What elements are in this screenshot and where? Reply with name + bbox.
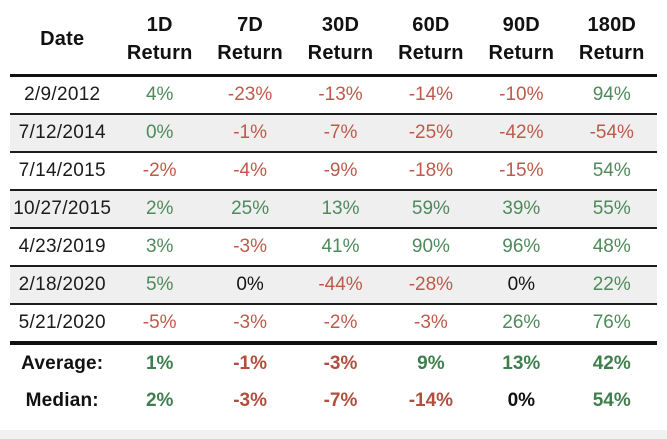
header-row: Date 1D Return 7D Return 30D	[10, 2, 657, 78]
table-row: 4/23/2019 3% -3% 41% 90% 96% 48%	[10, 228, 657, 266]
return-cell: -5%	[142, 312, 177, 334]
return-cell: 25%	[231, 198, 270, 220]
column-header-30d: 30D Return	[295, 2, 386, 78]
return-cell: -2%	[142, 160, 177, 182]
return-cell: 0%	[145, 122, 174, 144]
column-label: Return	[578, 41, 645, 64]
returns-table: Date 1D Return 7D Return 30D	[10, 2, 657, 419]
return-cell: 4%	[145, 84, 174, 106]
return-cell: -2%	[323, 312, 358, 334]
return-cell: 5%	[145, 274, 174, 296]
return-cell: -3%	[233, 312, 267, 334]
date-cell: 5/21/2020	[18, 312, 106, 334]
column-period: 180D	[587, 14, 637, 36]
summary-return-cell: 2%	[145, 389, 174, 411]
summary-row: Average: 1% -1% -3% 9% 13% 42%	[10, 343, 657, 382]
summary-return-cell: -3%	[233, 389, 267, 411]
date-cell: 2/18/2020	[18, 274, 106, 296]
return-cell: -42%	[499, 122, 544, 144]
bottom-background-strip	[0, 430, 667, 439]
summary-row: Median: 2% -3% -7% -14% 0% 54%	[10, 382, 657, 419]
column-header-60d: 60D Return	[385, 2, 477, 78]
summary-return-cell: -7%	[323, 389, 358, 411]
date-cell: 10/27/2015	[13, 198, 112, 220]
return-cell: 0%	[236, 274, 264, 296]
return-cell: 54%	[592, 160, 631, 182]
return-cell: 26%	[502, 312, 541, 334]
table-row: 2/18/2020 5% 0% -44% -28% 0% 22%	[10, 266, 657, 305]
return-cell: -9%	[323, 160, 358, 182]
return-cell: 90%	[411, 236, 450, 258]
return-cell: -3%	[233, 236, 267, 258]
table-summary: Average: 1% -1% -3% 9% 13% 42% Median: 2% -3% -7% -…	[10, 343, 657, 419]
return-cell: 59%	[411, 198, 450, 220]
table-row: 2/9/2012 4% -23% -13% -14% -10% 94%	[10, 76, 657, 115]
return-cell: -14%	[408, 84, 454, 106]
summary-return-cell: -14%	[408, 389, 454, 411]
table-header: Date 1D Return 7D Return 30D	[10, 2, 657, 78]
column-label: Return	[398, 41, 464, 64]
return-cell: -28%	[408, 274, 454, 296]
table-row: 7/12/2014 0% -1% -7% -25% -42% -54%	[10, 114, 657, 153]
summary-label: Average:	[21, 352, 104, 374]
summary-return-cell: 13%	[502, 352, 541, 374]
summary-return-cell: 9%	[417, 352, 445, 374]
column-header-1d: 1D Return	[114, 2, 205, 78]
return-cell: -7%	[323, 122, 358, 144]
return-cell: 39%	[502, 198, 541, 220]
column-label: Return	[126, 41, 193, 64]
return-cell: -3%	[414, 312, 448, 334]
summary-return-cell: 0%	[507, 389, 536, 411]
summary-label: Median:	[25, 389, 99, 411]
summary-return-cell: 54%	[592, 389, 631, 411]
return-cell: -25%	[408, 122, 454, 144]
column-label: Return	[217, 41, 283, 64]
return-cell: 76%	[592, 312, 631, 334]
return-cell: 41%	[321, 236, 360, 258]
date-cell: 4/23/2019	[18, 236, 106, 258]
return-cell: -1%	[233, 122, 267, 144]
return-cell: 48%	[592, 236, 631, 258]
column-period: 7D	[237, 14, 264, 36]
return-cell: -10%	[499, 84, 544, 106]
column-period: 1D	[146, 14, 173, 36]
return-cell: -18%	[408, 160, 454, 182]
column-header-180d: 180D Return	[566, 2, 657, 78]
table-row: 10/27/2015 2% 25% 13% 59% 39% 55%	[10, 190, 657, 229]
return-cell: 3%	[145, 236, 174, 258]
return-cell: -23%	[227, 84, 273, 106]
summary-return-cell: 1%	[145, 352, 174, 374]
column-period: 30D	[321, 14, 360, 36]
date-cell: 2/9/2012	[24, 84, 101, 106]
table-row: 7/14/2015 -2% -4% -9% -18% -15% 54%	[10, 152, 657, 190]
column-header-7d: 7D Return	[204, 2, 296, 78]
column-header-90d: 90D Return	[476, 2, 567, 78]
summary-return-cell: -1%	[233, 352, 267, 374]
column-label: Return	[488, 41, 555, 64]
return-cell: 94%	[592, 84, 631, 106]
return-cell: 55%	[592, 198, 631, 220]
column-period: 90D	[502, 14, 540, 36]
return-cell: -44%	[318, 274, 363, 296]
column-header-date: Date	[10, 2, 115, 78]
return-cell: 96%	[502, 236, 541, 258]
column-period: 60D	[412, 14, 450, 36]
return-cell: 2%	[145, 198, 174, 220]
date-cell: 7/14/2015	[18, 160, 106, 182]
return-cell: -54%	[589, 122, 634, 144]
table-body: 2/9/2012 4% -23% -13% -14% -10% 94% 7/12/2014 0%…	[10, 76, 657, 344]
date-cell: 7/12/2014	[18, 122, 106, 144]
return-cell: -13%	[318, 84, 363, 106]
return-cell: 0%	[507, 274, 536, 296]
summary-return-cell: -3%	[323, 352, 358, 374]
return-cell: -15%	[499, 160, 544, 182]
return-cell: 22%	[592, 274, 631, 296]
column-label: Return	[307, 41, 374, 64]
summary-return-cell: 42%	[592, 352, 631, 374]
return-cell: -4%	[233, 160, 267, 182]
return-cell: 13%	[321, 198, 360, 220]
table-row: 5/21/2020 -5% -3% -2% -3% 26% 76%	[10, 304, 657, 343]
